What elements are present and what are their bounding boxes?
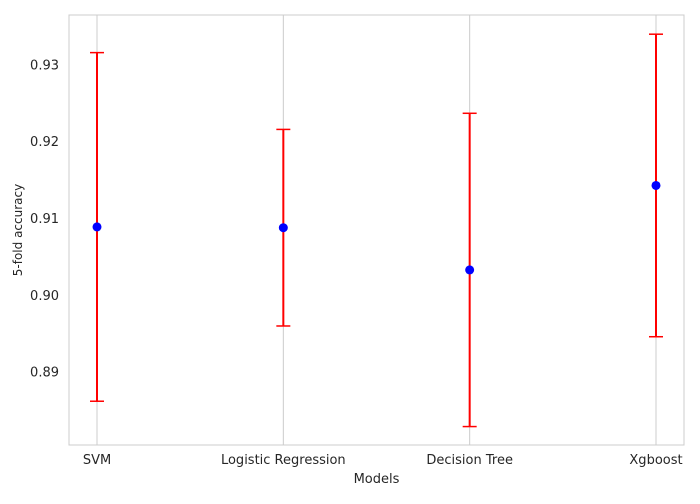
x-axis-label: Models: [354, 472, 400, 487]
plot-frame: [68, 14, 685, 446]
mean-point: [465, 265, 475, 275]
mean-point: [92, 222, 102, 232]
mean-point: [278, 223, 288, 233]
mean-point: [651, 180, 661, 190]
x-tick-labels: SVM Logistic Regression Decision Tree Xgboo…: [83, 453, 683, 468]
x-tick-label: Xgboost: [629, 453, 682, 468]
errorbar-layer: [90, 33, 663, 428]
y-tick-labels: 0.89 0.90 0.91 0.92 0.93: [30, 58, 59, 380]
y-tick-label: 0.93: [30, 58, 59, 73]
y-axis-label: 5-fold accuracy: [11, 184, 25, 276]
y-tick-label: 0.89: [30, 366, 59, 381]
y-tick-label: 0.92: [30, 135, 59, 150]
marker-layer: [92, 180, 661, 275]
grid-layer: [96, 15, 657, 445]
y-tick-label: 0.91: [30, 212, 59, 227]
x-tick-label: Logistic Regression: [221, 453, 346, 468]
x-tick-label: Decision Tree: [426, 453, 513, 468]
x-tick-label: SVM: [83, 453, 111, 468]
y-tick-label: 0.90: [30, 289, 59, 304]
